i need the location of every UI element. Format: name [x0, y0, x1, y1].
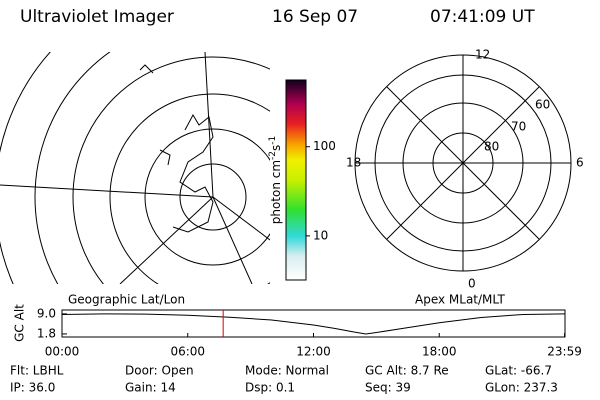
time: 07:41:09 UT [430, 7, 535, 27]
altitude-line [61, 313, 566, 335]
x-tick-label: 23:59 [547, 345, 582, 359]
info-field: Dsp: 0.1 [245, 381, 295, 395]
info-field: Door: Open [125, 364, 194, 378]
title: Ultraviolet Imager [20, 7, 174, 27]
mlat-label: 60 [535, 98, 550, 112]
colorbar-tick-label: 100 [313, 139, 336, 153]
mlt-label: 6 [576, 156, 584, 170]
mlt-map [354, 54, 572, 272]
mlat-label: 80 [484, 140, 499, 154]
date: 16 Sep 07 [272, 7, 358, 27]
mlt-label: 0 [468, 277, 476, 291]
colorbar-tick-label: 10 [313, 228, 328, 242]
x-tick-label: 12:00 [296, 345, 331, 359]
y-tick-label: 9.0 [37, 306, 56, 320]
x-tick-label: 06:00 [170, 345, 205, 359]
info-field: Mode: Normal [245, 364, 329, 378]
info-field: GLon: 237.3 [485, 381, 558, 395]
info-field: GLat: -66.7 [485, 364, 552, 378]
map-label: Geographic Lat/Lon [68, 293, 185, 307]
colorbar-label: photon cm-2s-1 [268, 136, 283, 225]
info-field: Seq: 39 [365, 381, 411, 395]
y-tick-label: 1.8 [37, 326, 56, 340]
geo-map [0, 52, 270, 284]
x-tick-label: 00:00 [45, 345, 80, 359]
map-label: Apex MLat/MLT [415, 293, 505, 307]
mlat-label: 70 [511, 120, 526, 134]
y-label: GC Alt [13, 304, 27, 342]
mlt-label: 18 [346, 156, 361, 170]
info-field: Gain: 14 [125, 381, 176, 395]
colorbar [285, 79, 307, 281]
info-field: Flt: LBHL [10, 364, 64, 378]
mlt-label: 12 [475, 48, 490, 62]
x-tick-label: 18:00 [422, 345, 457, 359]
info-field: GC Alt: 8.7 Re [365, 364, 449, 378]
info-field: IP: 36.0 [10, 381, 55, 395]
